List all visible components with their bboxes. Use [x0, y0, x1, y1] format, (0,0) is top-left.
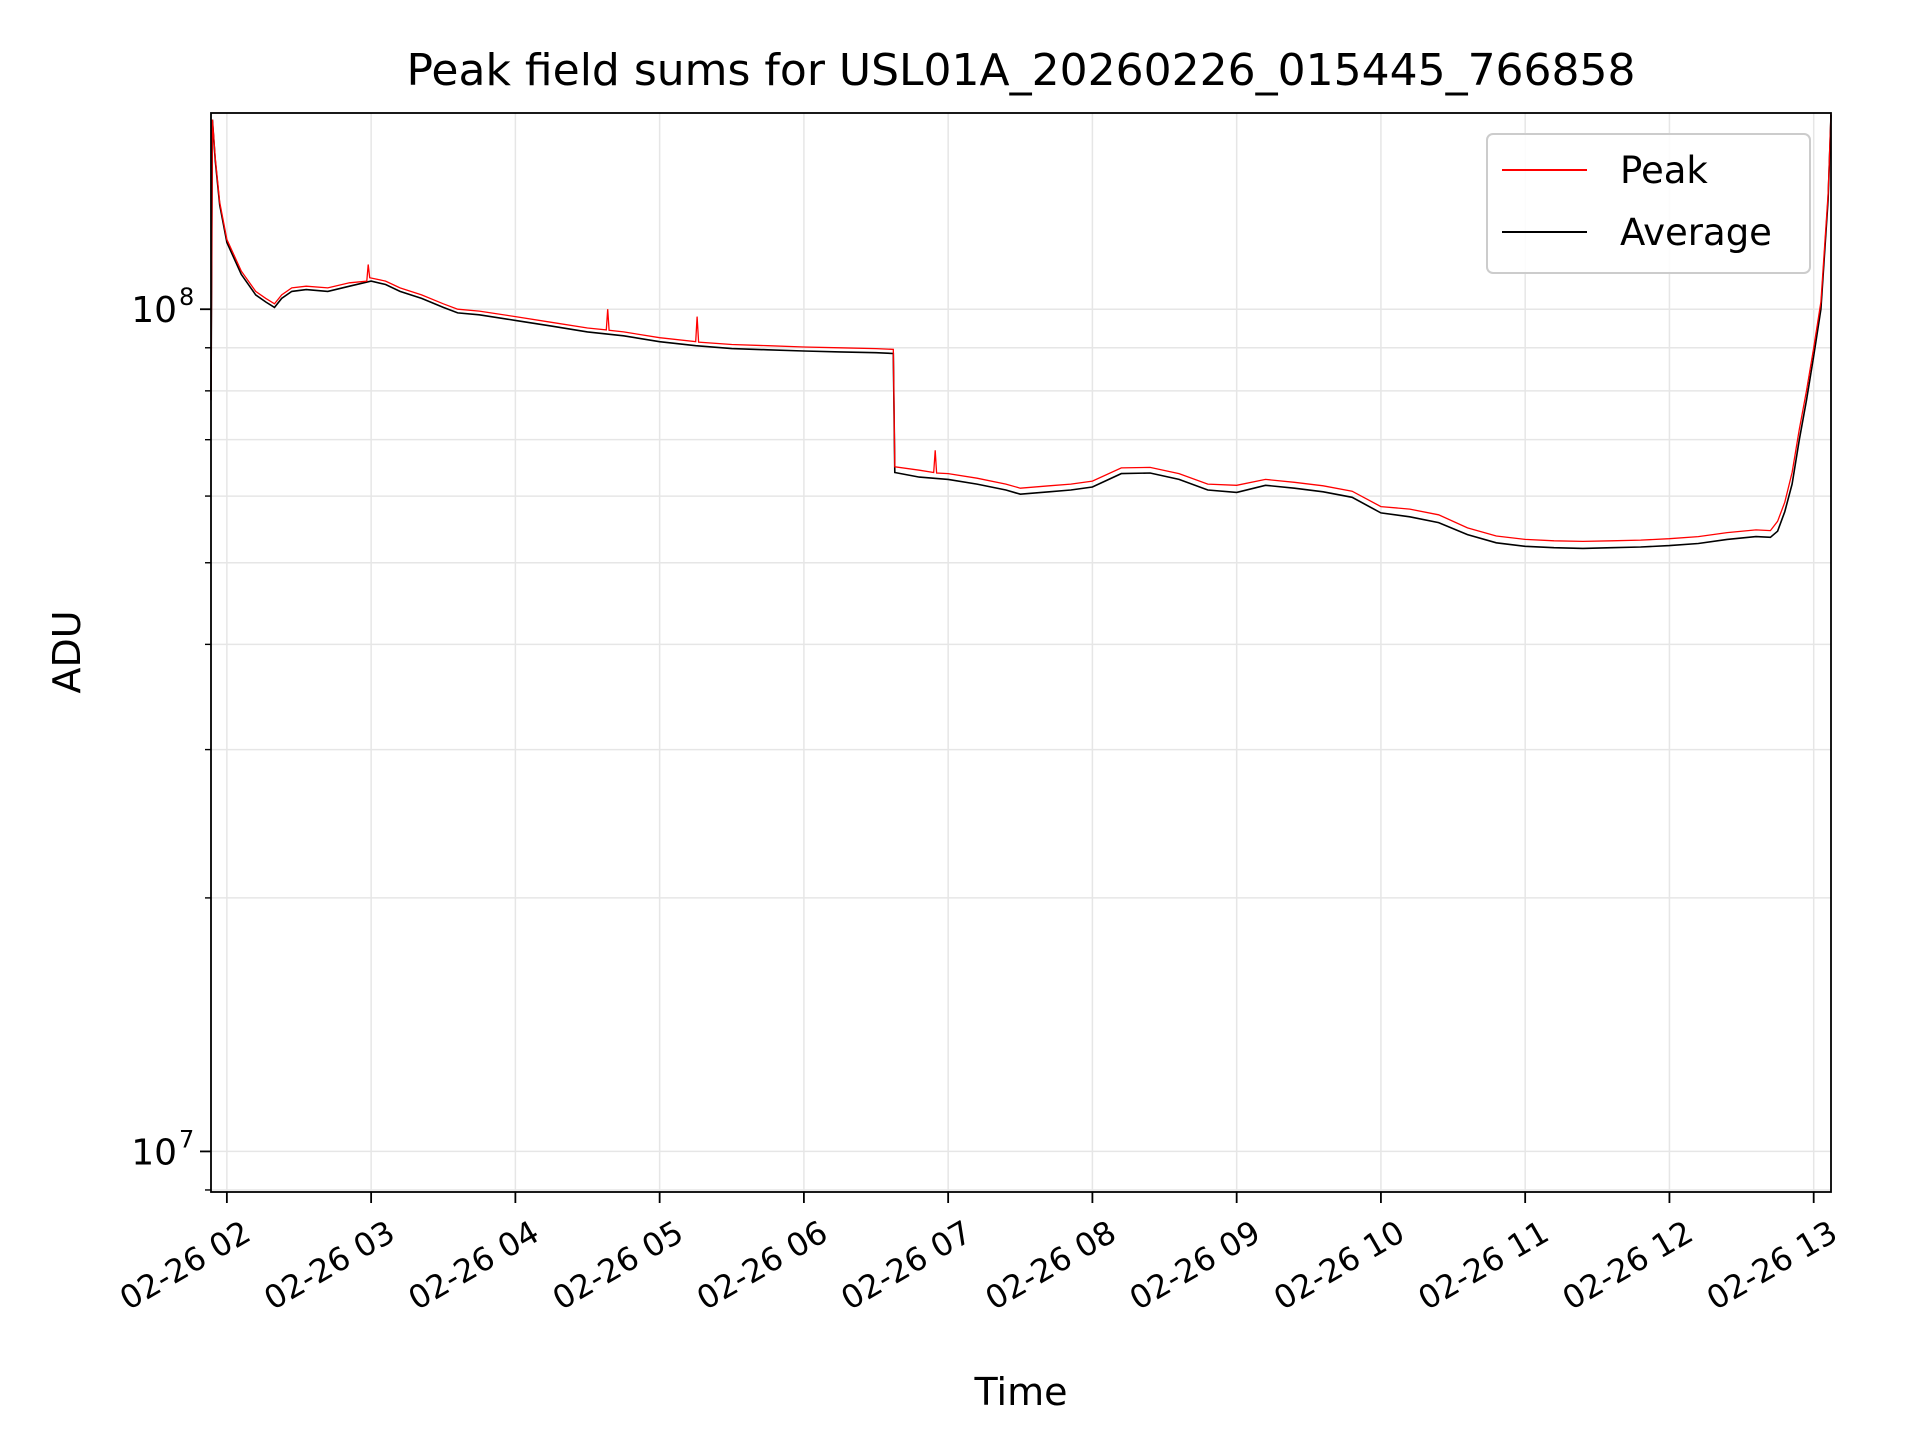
grid [211, 113, 1831, 1192]
y-axis-label: ADU [45, 610, 89, 693]
plot-frame [210, 112, 1832, 1193]
x-axis-label: Time [974, 1370, 1068, 1414]
series-line-peak [210, 112, 1832, 543]
legend-label-average: Average [1620, 211, 1772, 254]
series-layer [210, 112, 1832, 550]
legend: Peak Average [1486, 133, 1811, 274]
y-tick-label-exponent: 7 [179, 1125, 194, 1153]
y-tick-label: 10 [131, 1132, 177, 1173]
legend-box [1486, 133, 1811, 274]
chart-title: Peak field sums for USL01A_20260226_0154… [406, 45, 1635, 96]
y-tick-label-base: 10 [131, 290, 177, 331]
y-tick-label-exponent: 8 [179, 283, 194, 311]
y-tick-label: 10 [131, 290, 177, 331]
legend-label-peak: Peak [1620, 149, 1708, 192]
y-tick-label-base: 10 [131, 1132, 177, 1173]
series-line-average [210, 115, 1832, 550]
